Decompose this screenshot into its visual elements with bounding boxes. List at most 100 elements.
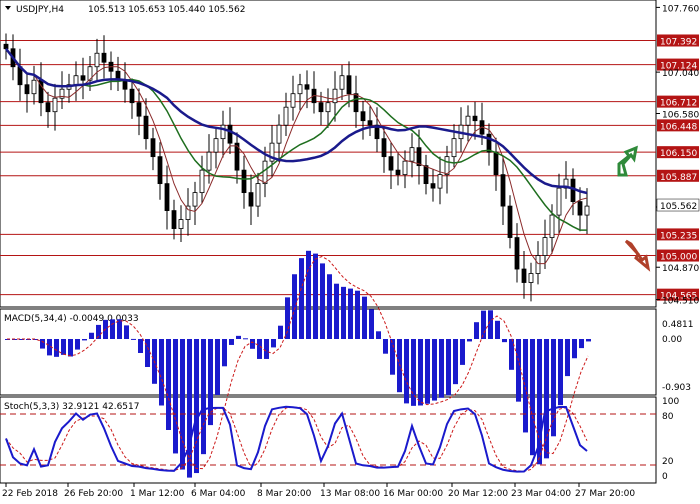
macd-bar [523,339,528,433]
macd-bar [390,339,395,375]
level-label: 106.448 [660,122,697,132]
macd-bar [159,339,164,406]
candle-body [339,75,345,90]
ma-slow-line [5,47,588,195]
stoch-axis-label: 0 [662,472,668,482]
candle-body [346,75,352,95]
triangle-down-icon[interactable] [5,6,11,10]
candle-body [535,255,541,274]
macd-bar [418,339,423,406]
stoch-axis-label: 80 [662,412,674,422]
macd-bar [432,339,437,401]
candle-body [136,102,142,117]
time-axis-label: 6 Mar 04:00 [191,489,246,499]
candle-body [367,120,373,126]
candle-body [521,268,527,283]
macd-bar [61,339,66,355]
macd-bar [460,339,465,365]
macd-bar [257,339,262,359]
level-label: 105.887 [660,173,697,183]
macd-bar [173,339,178,454]
candle-body [220,124,226,140]
candle-body [52,97,58,113]
candle-body [192,192,198,207]
candle-body [206,151,212,171]
macd-bar [411,339,416,406]
macd-bar [362,296,367,339]
macd-bar [537,339,542,465]
macd-bar [201,339,206,455]
macd-bar [572,339,577,359]
macd-bar [488,310,493,339]
candle-body [171,210,177,229]
time-axis-label: 13 Mar 08:00 [320,489,380,499]
candle-body [234,142,240,171]
candle-body [500,174,506,207]
macd-axis-label: 0.00 [662,335,682,345]
candle-body [542,237,548,256]
macd-bar [194,339,199,474]
time-axis-label: 27 Mar 20:00 [575,489,635,499]
macd-bar [166,339,171,430]
macd-bar [250,339,255,349]
arrow-down-icon [624,239,651,272]
candle-body [276,124,282,144]
price-tick-label: 106.580 [662,110,699,120]
macd-bar [313,253,318,339]
candle-body [563,178,569,189]
candle-body [416,147,422,167]
candle-body [24,84,30,95]
macd-bar [40,339,45,349]
level-label-bg [657,249,699,262]
level-label-bg [657,146,699,159]
macd-signal-line [7,255,589,470]
candle-body [493,151,499,176]
macd-bar [446,339,451,396]
price-axis: 107.760107.040106.580105.540104.870104.5… [656,4,699,307]
level-label-bg [657,34,699,47]
macd-bar [124,325,129,339]
candle-body [360,111,366,122]
macd-bar [404,339,409,404]
candle-body [157,156,163,185]
macd-bar [348,288,353,339]
candle-body [94,52,100,68]
macd-bar [278,325,283,339]
macd-bar [208,339,213,426]
macd-bar [271,339,276,348]
time-axis-label: 22 Feb 2018 [2,489,58,499]
macd-bar [530,339,535,456]
macd-bar [292,274,297,339]
candle-body [381,138,387,158]
candle-body [465,115,471,126]
level-label: 106.712 [660,99,697,109]
macd-bar [586,339,591,342]
macd-bar [495,320,500,339]
ma-mid-line [5,48,587,231]
macd-axis: 0.4811 0.00 -0.903 [662,320,694,393]
macd-bar [579,339,584,349]
candle-body [451,138,457,158]
macd-bar [138,339,143,353]
candle-body [318,102,324,113]
macd-bar [327,274,332,339]
candle-body [213,138,219,153]
macd-bar [516,339,521,402]
candle-body [374,124,380,140]
macd-bar [306,250,311,339]
stoch-main-line [5,405,588,473]
candle-body [325,102,331,113]
candle-body [45,102,51,113]
macd-panel: MACD(5,34,4) -0.0049 0.0033 0.4811 0.00 -0… [4,250,694,478]
macd-bar [236,335,241,339]
candle-body [185,205,191,220]
time-axis: 22 Feb 2018 26 Feb 20:00 1 Mar 12:00 6 Mar … [2,483,635,499]
ma-fast-line [5,48,588,265]
macd-bar [110,319,115,339]
chart-header: USDJPY,H4 105.513 105.653 105.440 105.56… [5,5,245,15]
macd-bar [453,339,458,385]
macd-bar [285,297,290,339]
macd-bar [565,339,570,377]
candle-body [584,205,590,216]
